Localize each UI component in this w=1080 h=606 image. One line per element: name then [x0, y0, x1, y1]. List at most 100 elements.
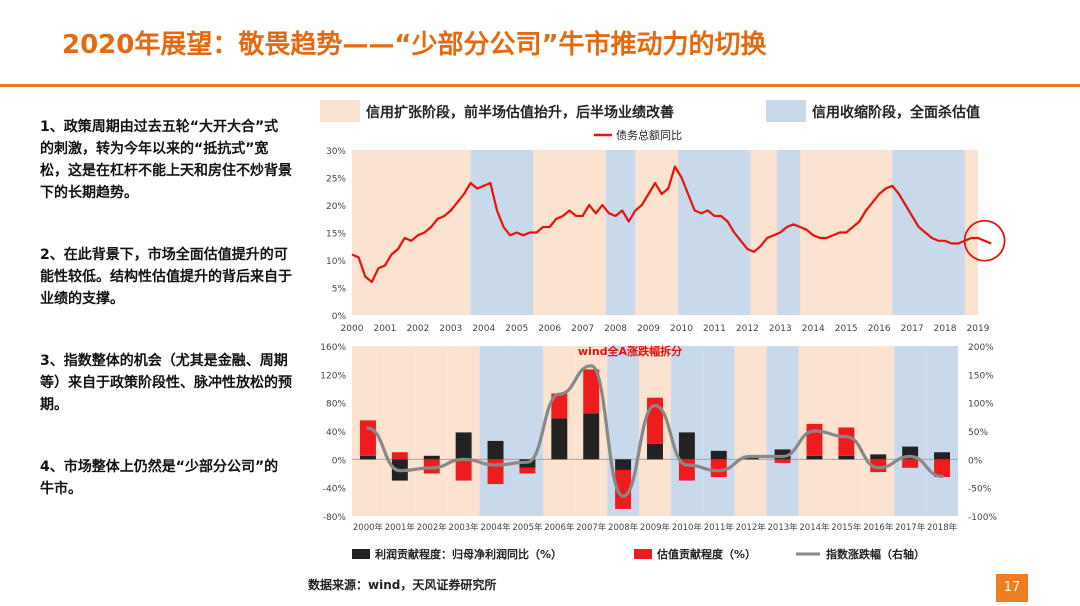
period-band	[894, 346, 927, 516]
valuation-bar	[519, 467, 536, 474]
bottom-chart-title: wind全A涨跌幅拆分	[578, 344, 682, 358]
bottom-left-y-tick: 0%	[332, 456, 347, 466]
top-x-tick: 2006	[538, 324, 561, 334]
profit-bar	[615, 459, 632, 470]
valuation-bar	[359, 420, 376, 456]
legend-valuation-label: 估值贡献程度（%）	[656, 547, 756, 561]
bottom-x-tick: 2011年	[704, 522, 735, 533]
valuation-bar	[583, 369, 600, 414]
top-x-tick: 2009	[637, 324, 660, 334]
valuation-bar	[806, 423, 823, 456]
top-x-tick: 2011	[703, 324, 726, 334]
bottom-x-tick: 2009年	[640, 522, 671, 533]
valuation-bar	[774, 459, 791, 463]
bottom-right-y-tick: -100%	[968, 513, 997, 523]
bottom-x-tick: 2010年	[672, 522, 703, 533]
valuation-bar	[391, 452, 408, 460]
period-band	[734, 346, 767, 516]
valuation-bar	[934, 459, 951, 478]
period-band	[926, 346, 958, 516]
bottom-right-y-tick: 0%	[968, 456, 983, 466]
bottom-left-y-tick: -80%	[323, 513, 347, 523]
period-band	[383, 346, 416, 516]
period-band	[479, 346, 512, 516]
valuation-bar	[902, 459, 919, 468]
page-number: 17	[996, 574, 1028, 602]
bottom-x-tick: 2015年	[831, 522, 862, 533]
profit-bar	[838, 455, 855, 460]
bottom-right-y-tick: 100%	[968, 400, 994, 410]
top-x-tick: 2000	[341, 324, 364, 334]
contraction-band	[678, 150, 751, 315]
data-source: 数据来源：wind，天风证券研究所	[308, 578, 497, 592]
bullet-2: 2、在此背景下，市场全面估值提升的可能性较低。结构性估值提升的背后来自于业绩的支…	[40, 247, 292, 307]
top-y-tick: 0%	[332, 312, 347, 322]
bottom-right-y-tick: 200%	[968, 343, 994, 353]
top-x-tick: 2017	[901, 324, 924, 334]
top-y-tick: 30%	[326, 147, 346, 157]
profit-bar	[583, 413, 600, 460]
top-x-tick: 2008	[604, 324, 627, 334]
legend-contraction-label: 信用收缩阶段，全面杀估值	[812, 104, 980, 121]
bullet-4: 4、市场整体上仍然是“少部分公司”的牛市。	[40, 459, 279, 497]
legend-valuation-swatch	[634, 549, 652, 559]
bottom-x-tick: 2004年	[480, 522, 511, 533]
contraction-band	[777, 150, 801, 315]
highlight-circle	[963, 219, 1006, 262]
profit-bar	[774, 449, 791, 460]
legend-profit-swatch	[352, 549, 370, 559]
top-x-tick: 2001	[373, 324, 396, 334]
bottom-x-tick: 2007年	[576, 522, 607, 533]
top-x-tick: 2012	[736, 324, 759, 334]
period-band	[862, 346, 895, 516]
top-y-tick: 5%	[332, 285, 347, 295]
profit-bar	[487, 440, 504, 460]
top-y-tick: 15%	[326, 230, 346, 240]
period-band	[447, 346, 480, 516]
bottom-x-tick: 2000年	[353, 522, 384, 533]
legend-contraction-swatch	[766, 100, 806, 122]
bottom-left-y-tick: 120%	[320, 371, 346, 381]
bottom-left-y-tick: 160%	[320, 343, 346, 353]
bottom-x-tick: 2008年	[608, 522, 639, 533]
bottom-x-tick: 2006年	[544, 522, 575, 533]
period-band	[766, 346, 799, 516]
profit-bar	[455, 432, 472, 460]
valuation-bar	[838, 427, 855, 456]
bottom-x-tick: 2017年	[895, 522, 926, 533]
profit-bar	[359, 455, 376, 460]
period-band	[702, 346, 735, 516]
bottom-right-y-tick: 150%	[968, 371, 994, 381]
top-x-tick: 2010	[670, 324, 693, 334]
legend-line-label: 债务总额同比	[616, 128, 682, 142]
bottom-x-tick: 2014年	[799, 522, 830, 533]
valuation-bar	[615, 469, 632, 509]
bottom-left-y-tick: 80%	[326, 400, 346, 410]
bullet-list: 1、政策周期由过去五轮“大开大合”式的刺激，转为今年以来的“抵抗式”宽松，这是在…	[40, 116, 292, 540]
top-x-tick: 2016	[868, 324, 891, 334]
profit-bar	[806, 455, 823, 460]
bottom-x-tick: 2005年	[512, 522, 543, 533]
top-x-tick: 2019	[967, 324, 990, 334]
top-y-tick: 20%	[326, 202, 346, 212]
contraction-band	[470, 150, 534, 315]
profit-bar	[742, 457, 759, 460]
bottom-x-tick: 2001年	[385, 522, 416, 533]
top-x-tick: 2007	[571, 324, 594, 334]
legend-profit-label: 利润贡献程度：归母净利润同比（%）	[375, 547, 562, 561]
bullet-1: 1、政策周期由过去五轮“大开大合”式的刺激，转为今年以来的“抵抗式”宽松，这是在…	[40, 119, 292, 201]
bottom-left-y-tick: -40%	[323, 485, 347, 495]
bottom-x-tick: 2016年	[863, 522, 894, 533]
contraction-band	[605, 150, 636, 315]
valuation-bar	[455, 459, 472, 481]
profit-bar	[870, 454, 887, 460]
top-x-tick: 2004	[472, 324, 495, 334]
period-band	[511, 346, 544, 516]
period-band	[415, 346, 448, 516]
top-x-tick: 2018	[934, 324, 957, 334]
top-x-tick: 2005	[505, 324, 528, 334]
period-band	[670, 346, 703, 516]
bottom-x-tick: 2002年	[417, 522, 448, 533]
profit-bar	[934, 452, 951, 460]
profit-bar	[423, 455, 440, 460]
